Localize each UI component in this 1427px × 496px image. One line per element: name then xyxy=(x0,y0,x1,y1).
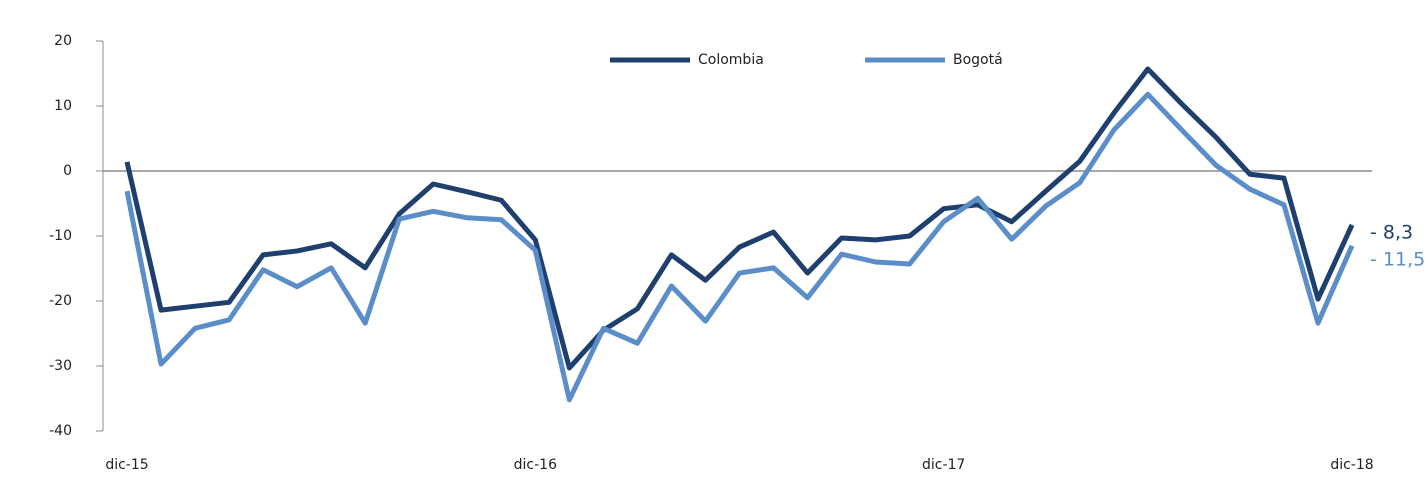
x-tick-label: dic-18 xyxy=(1330,457,1373,473)
x-tick-label: dic-17 xyxy=(922,457,965,473)
value-label: - 8,3 xyxy=(1370,221,1413,243)
x-tick-label: dic-15 xyxy=(105,457,148,473)
y-tick-label: 10 xyxy=(54,98,72,114)
y-tick-label: -40 xyxy=(49,423,72,439)
x-tick-label: dic-16 xyxy=(514,457,557,473)
value-label: - 11,5 xyxy=(1370,248,1425,270)
y-tick-label: -20 xyxy=(49,293,72,309)
legend-label: Bogotá xyxy=(953,52,1003,68)
y-tick-label: -30 xyxy=(49,358,72,374)
legend-label: Colombia xyxy=(698,52,764,68)
y-tick-label: 0 xyxy=(63,163,72,179)
y-tick-label: 20 xyxy=(54,33,72,49)
line-series xyxy=(124,66,1355,371)
y-tick-label: -10 xyxy=(49,228,72,244)
line-series xyxy=(124,91,1355,403)
